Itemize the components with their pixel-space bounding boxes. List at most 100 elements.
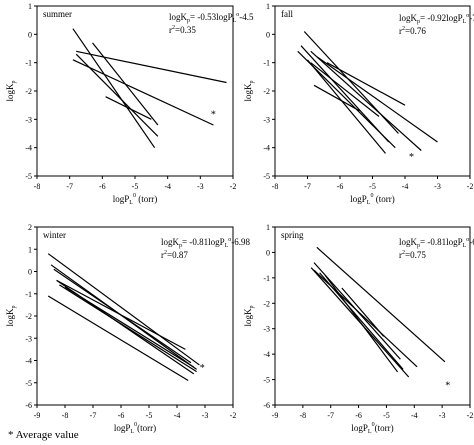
series-line-3 <box>76 50 227 84</box>
x-tick-label: -3 <box>434 182 441 191</box>
series-line-7 <box>47 295 189 382</box>
x-tick-label: -7 <box>66 182 73 191</box>
series-line-1 <box>316 246 446 363</box>
x-tick-label: -4 <box>174 411 181 420</box>
x-tick-label: -4 <box>402 182 409 191</box>
series-line-5 <box>59 284 197 373</box>
y-tick-label: -1 <box>25 290 32 299</box>
y-tick-label: -5 <box>25 379 32 388</box>
y-tick-label: -1 <box>263 274 270 283</box>
series-line-7 <box>313 269 418 368</box>
series-line-8 <box>56 279 186 350</box>
panel-title: fall <box>281 9 293 19</box>
y-tick-label: 1 <box>266 2 270 11</box>
y-tick-label: 0 <box>266 248 270 257</box>
x-tick-label: -4 <box>164 182 171 191</box>
plot-frame <box>36 5 234 177</box>
x-tick-label: -2 <box>467 411 474 420</box>
x-axis-label: logPL0 (torr) <box>113 193 157 206</box>
x-tick-label: -8 <box>34 182 41 191</box>
series-line-2 <box>300 45 390 143</box>
series-line-6 <box>64 286 195 368</box>
x-tick-label: -6 <box>355 411 362 420</box>
series-line-1 <box>72 28 156 149</box>
y-tick-label: -5 <box>263 376 270 385</box>
y-tick-label: -3 <box>263 115 270 124</box>
series-line-1 <box>47 253 200 366</box>
y-tick-label: -4 <box>25 144 32 153</box>
series-line-8 <box>313 84 360 112</box>
x-tick-label: -6 <box>99 182 106 191</box>
y-tick-label: -5 <box>25 172 32 181</box>
y-tick-label: -1 <box>263 59 270 68</box>
x-tick-label: -4 <box>411 411 418 420</box>
footnote-average-value: * Average value <box>8 429 79 441</box>
y-axis-label: logKp <box>243 81 255 102</box>
x-tick-label: -3 <box>202 411 209 420</box>
x-tick-label: -7 <box>90 411 97 420</box>
y-tick-label: -2 <box>25 87 32 96</box>
series-line-7 <box>326 62 406 106</box>
x-tick-label: -3 <box>439 411 446 420</box>
x-tick-label: -5 <box>369 182 376 191</box>
y-axis-label: logKp <box>5 306 17 327</box>
regression-equation: logKp= -0.81logPLo-6.98 <box>161 237 251 249</box>
y-tick-label: -6 <box>263 401 270 410</box>
x-tick-label: -9 <box>272 411 279 420</box>
x-tick-label: -8 <box>300 411 307 420</box>
regression-equation: logKp= -0.92logPLo-7.68 <box>399 13 474 25</box>
x-tick-label: -7 <box>327 411 334 420</box>
plot-frame <box>274 226 471 406</box>
x-tick-label: -9 <box>34 411 41 420</box>
regression-equation: logKp= -0.53logPLo-4.5 <box>169 12 254 24</box>
panel-spring: -9 -8 -7 -6 -5 -4 -3 -2 1 0 -1 -2 -3 -4 -5 -6 * spring log… <box>243 223 474 435</box>
panel-summer: -8 -7 -6 -5 -4 -3 -2 1 0 -1 -2 -3 -4 -5 * summer logKp= … <box>5 2 254 206</box>
y-tick-label: -3 <box>25 334 32 343</box>
series-line-5 <box>92 42 159 126</box>
x-axis-label: logPL0 (torr) <box>350 193 394 206</box>
average-value-marker: * <box>445 381 450 392</box>
series-line-4 <box>72 59 214 126</box>
y-tick-label: 0 <box>28 268 32 277</box>
series-line-9 <box>310 50 422 151</box>
y-tick-label: 1 <box>28 2 32 11</box>
series-line-5 <box>316 56 438 143</box>
series-line-6 <box>105 96 152 120</box>
y-tick-label: -4 <box>25 357 32 366</box>
plot-frame <box>36 226 234 406</box>
x-tick-label: -2 <box>230 411 237 420</box>
y-tick-label: -1 <box>25 59 32 68</box>
y-tick-label: -5 <box>263 172 270 181</box>
x-tick-label: -8 <box>272 182 279 191</box>
x-axis-label: logPL0(torr) <box>351 422 393 435</box>
y-tick-label: 1 <box>266 223 270 232</box>
y-tick-label: -4 <box>263 144 270 153</box>
y-tick-label: -3 <box>263 325 270 334</box>
panel-title: winter <box>43 230 66 240</box>
y-axis-label: logKp <box>5 81 17 102</box>
panel-title: spring <box>281 230 304 240</box>
y-tick-label: -2 <box>263 87 270 96</box>
series-line-4 <box>307 59 386 154</box>
panel-title: summer <box>43 9 72 19</box>
x-tick-label: -8 <box>62 411 69 420</box>
x-tick-label: -2 <box>230 182 237 191</box>
y-tick-label: 0 <box>266 30 270 39</box>
y-tick-label: -2 <box>263 299 270 308</box>
x-tick-label: -5 <box>132 182 139 191</box>
r-squared: r2=0.76 <box>399 26 426 36</box>
x-tick-label: -6 <box>337 182 344 191</box>
series-line-6 <box>310 62 380 117</box>
y-tick-label: 1 <box>28 245 32 254</box>
regression-equation: logKp= -0.81logPLo-6.97 <box>399 237 474 249</box>
x-tick-label: -2 <box>467 182 474 191</box>
series-line-5 <box>324 274 399 373</box>
average-value-marker: * <box>200 363 205 374</box>
y-tick-label: -3 <box>25 115 32 124</box>
y-tick-label: 0 <box>28 30 32 39</box>
y-axis-label: logKp <box>243 306 255 327</box>
x-tick-label: -3 <box>197 182 204 191</box>
panel-winter: -9 -8 -7 -6 -5 -4 -3 -2 2 1 0 -1 -2 -3 -4 -5 -6 * winter lo… <box>5 223 251 435</box>
y-tick-label: -6 <box>25 401 32 410</box>
